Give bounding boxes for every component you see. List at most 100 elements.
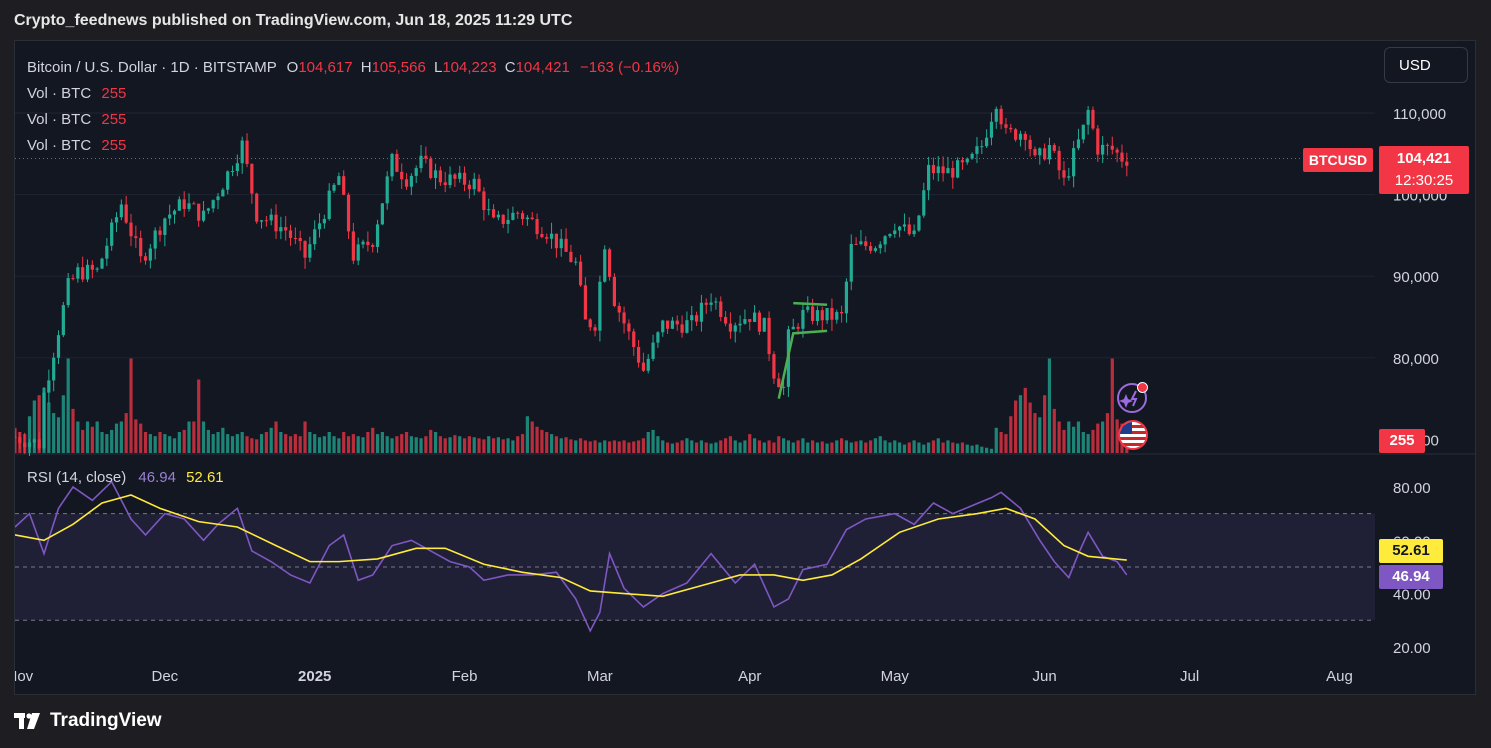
volume-bar [516,436,520,453]
chart-canvas[interactable]: 110,000100,00090,00080,00070,00080.0060.… [15,41,1476,695]
volume-bar [603,440,607,453]
candle-body [748,319,752,322]
bar-countdown: 12:30:25 [1394,172,1454,189]
volume-bar [661,440,665,453]
tradingview-brand[interactable]: TradingView [14,710,162,732]
volume-bar [1096,423,1100,453]
candle-body [375,224,380,247]
candle-body [110,222,114,246]
volume-bar [100,432,104,453]
candle-body [999,108,1003,125]
volume-bar [825,443,829,453]
candle-body [66,278,70,306]
candle-body [1125,161,1129,166]
candle-body [917,215,921,231]
candle-body [743,319,747,324]
candle-body [114,217,119,223]
ai-sparkle-icon[interactable] [1117,382,1148,413]
volume-bar [414,437,418,453]
candle-body [583,285,588,320]
candle-body [322,218,326,224]
candle-body [869,246,873,251]
volume-bar [245,436,249,453]
volume-bar [1052,408,1056,453]
candle-body [71,278,75,280]
candle-body [153,230,157,249]
candle-body [158,230,162,235]
volume-bar [777,436,781,453]
volume-bar [182,429,186,453]
candle-body [371,245,375,247]
candle-body [95,268,99,270]
volume-bar [71,408,75,453]
volume-bar [1101,421,1105,453]
publish-header: Crypto_feednews published on TradingView… [14,12,573,29]
symbol-label[interactable]: Bitcoin / U.S. Dollar · 1D · BITSTAMP [27,59,277,76]
candle-body [385,176,389,204]
candle-body [1023,133,1027,140]
volume-bar [351,434,355,453]
candle-body [796,326,800,329]
candle-body [148,248,152,261]
candle-body [105,245,109,259]
volume-bar [366,432,370,453]
volume-bar [375,434,380,453]
candle-body [607,249,612,277]
volume-bar [665,442,670,453]
vol-value: 255 [101,137,127,154]
candle-body [168,214,172,219]
us-flag-icon[interactable] [1118,420,1148,450]
last-price-value: 104,421 [1396,150,1452,167]
candle-body [1009,127,1013,130]
candle-body [530,217,534,220]
volume-bar [66,358,70,453]
candle-body [540,234,544,238]
candle-body [646,358,650,371]
volume-bar [869,440,873,453]
vol-label[interactable]: Vol · BTC [27,111,92,128]
volume-bar [496,437,500,453]
vol-value: 255 [101,111,127,128]
candle-body [221,189,225,197]
volume-bar [90,426,94,453]
price-axis-label: 110,000 [1393,106,1446,123]
volume-tag: 255 [1379,429,1425,453]
volume-bar [511,440,515,453]
candle-body [830,308,834,320]
rsi-title[interactable]: RSI (14, close) [27,469,127,486]
candle-body [1052,145,1056,151]
volume-bar [143,432,148,453]
volume-bar [322,436,326,453]
candle-body [612,276,617,307]
volume-bar [748,434,752,453]
candle-body [1072,148,1076,177]
volume-bar [1043,395,1047,453]
volume-bar [114,423,119,453]
candle-body [1101,144,1105,155]
volume-bar [235,434,239,453]
vol-label[interactable]: Vol · BTC [27,85,92,102]
time-axis-label: Nov [15,668,34,685]
candle-body [274,214,278,232]
volume-bar [216,432,220,453]
candle-body [143,256,148,261]
currency-button[interactable]: USD [1384,47,1468,83]
candle-body [520,213,525,220]
candle-body [1096,128,1100,155]
candle-body [627,323,631,332]
volume-bar [738,442,742,453]
volume-bar [395,436,399,453]
candle-body [844,281,849,314]
rsi-legend: RSI (14, close) 46.94 52.61 [27,469,224,486]
volume-bar [878,436,882,453]
chart-frame[interactable]: 110,000100,00090,00080,00070,00080.0060.… [14,40,1476,695]
candle-body [288,230,293,238]
volume-bar [1072,426,1076,453]
volume-bar [530,421,534,453]
symbol-price-tag: BTCUSD [1303,148,1373,172]
candle-body [366,241,370,246]
vol-label[interactable]: Vol · BTC [27,137,92,154]
volume-bar [163,434,167,453]
volume-bar [699,440,704,453]
candle-body [956,160,960,178]
